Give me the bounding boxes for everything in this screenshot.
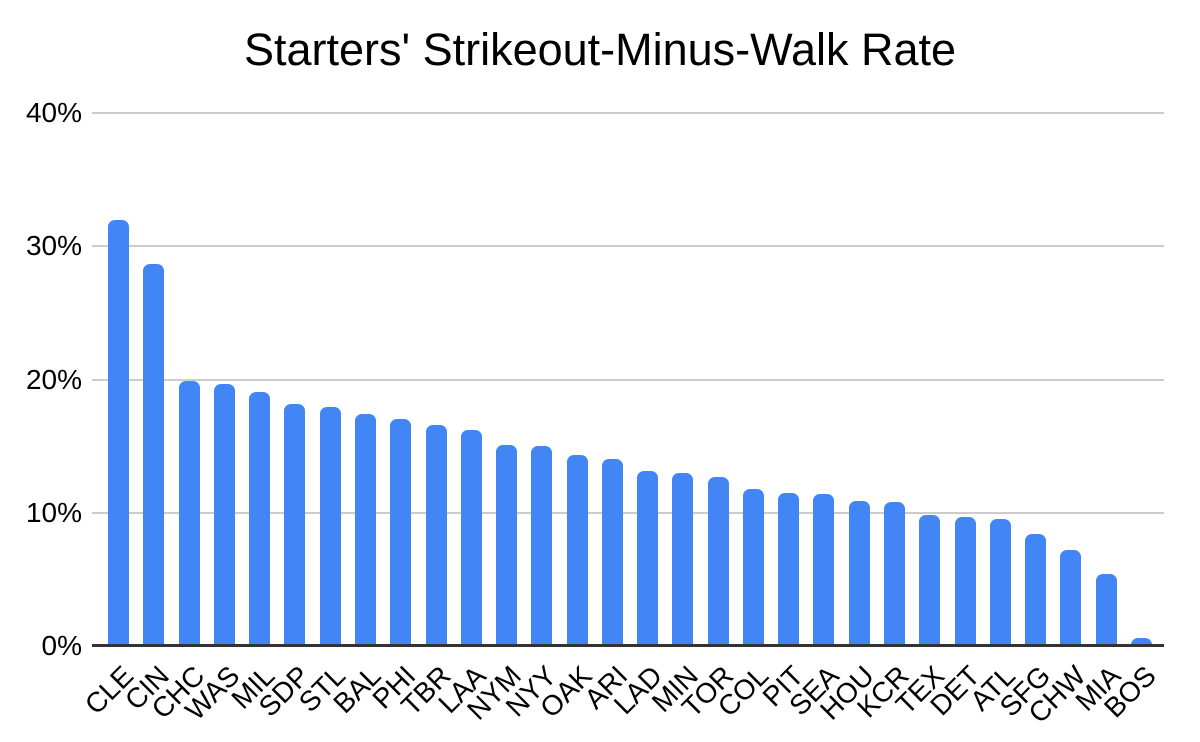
bar-slot-col: COL <box>712 113 774 722</box>
bar-slot-nyy: NYY <box>500 113 563 722</box>
bar-slot-bos: BOS <box>1098 113 1162 724</box>
bar-hou <box>848 500 870 646</box>
x-axis-line <box>92 644 1164 647</box>
bar-atl <box>989 519 1011 646</box>
bar-nyy <box>531 446 553 646</box>
bar-mil <box>249 391 271 646</box>
bar-chw <box>1060 550 1082 646</box>
bar-slot-laa: LAA <box>433 113 492 719</box>
bar-slot-mia: MIA <box>1070 113 1127 717</box>
bar-min <box>672 472 694 646</box>
bar-sdp <box>284 403 306 646</box>
bar-kcr <box>883 502 905 646</box>
bar-slot-cle: CLE <box>79 113 139 720</box>
bar-nym <box>496 444 518 646</box>
bar-slot-chc: CHC <box>145 113 210 725</box>
gridline <box>92 511 1164 514</box>
bar-slot-was: WAS <box>179 113 245 726</box>
y-axis-tick-label: 10% <box>25 496 82 528</box>
bar-oak <box>566 455 588 646</box>
bar-series: CLE CIN CHC WAS MIL SDP STL BAL PHI TBR LAA NYM NYY O… <box>79 113 1164 729</box>
bar-slot-pit: PIT <box>757 113 809 713</box>
bar-bos <box>1130 638 1152 646</box>
bar-slot-cin: CIN <box>119 113 175 716</box>
bar-slot-phi: PHI <box>367 113 421 715</box>
bar-mia <box>1095 574 1117 646</box>
bar-tex <box>919 515 941 646</box>
bar-bal <box>354 414 376 646</box>
bar-slot-hou: HOU <box>814 113 880 726</box>
bar-slot-sea: SEA <box>783 113 845 721</box>
y-axis-tick-label: 0% <box>41 630 82 661</box>
y-axis-tick-label: 40% <box>25 97 82 128</box>
bar-slot-ari: ARI <box>578 113 633 715</box>
bar-slot-det: DET <box>924 113 986 721</box>
bar-sfg <box>1025 534 1047 646</box>
bar-slot-sfg: SFG <box>994 113 1056 722</box>
bar-slot-chw: CHW <box>1022 113 1092 729</box>
bar-slot-tbr: TBR <box>395 113 457 721</box>
bar-chc <box>178 380 200 646</box>
bar-slot-sdp: SDP <box>253 113 316 722</box>
gridline <box>92 378 1164 381</box>
y-axis-tick-label: 30% <box>25 230 82 262</box>
bar-slot-kcr: KCR <box>851 113 915 724</box>
bar-slot-mil: MIL <box>225 113 280 715</box>
bar-ari <box>601 459 623 646</box>
plot-area: CLE CIN CHC WAS MIL SDP STL BAL PHI TBR LAA NYM NYY O… <box>79 112 1164 729</box>
bar-slot-min: MIN <box>645 113 704 718</box>
bar-cle <box>108 219 130 646</box>
bar-slot-bal: BAL <box>327 113 386 719</box>
bar-slot-oak: OAK <box>534 113 598 724</box>
bar-cin <box>143 263 165 646</box>
bar-slot-atl: ATL <box>964 113 1021 717</box>
chart-title: Starters' Strikeout-Minus-Walk Rate <box>243 24 957 75</box>
bar-col <box>742 488 764 646</box>
bar-lad <box>637 471 659 646</box>
bar-det <box>954 516 976 646</box>
bar-slot-tor: TOR <box>676 113 739 723</box>
bar-slot-nym: NYM <box>461 113 527 726</box>
bar-tbr <box>425 424 447 646</box>
bar-pit <box>778 492 800 646</box>
gridline <box>92 245 1164 248</box>
y-axis-tick-label: 20% <box>25 363 82 395</box>
bar-slot-tex: TEX <box>890 113 950 720</box>
bar-was <box>213 383 235 646</box>
bar-slot-stl: STL <box>293 113 351 718</box>
bar-stl <box>319 407 341 646</box>
bar-laa <box>460 430 482 646</box>
bar-sea <box>813 494 835 646</box>
bar-tor <box>707 476 729 646</box>
bar-phi <box>390 419 412 646</box>
gridline <box>92 112 1164 114</box>
bar-slot-lad: LAD <box>608 113 668 720</box>
